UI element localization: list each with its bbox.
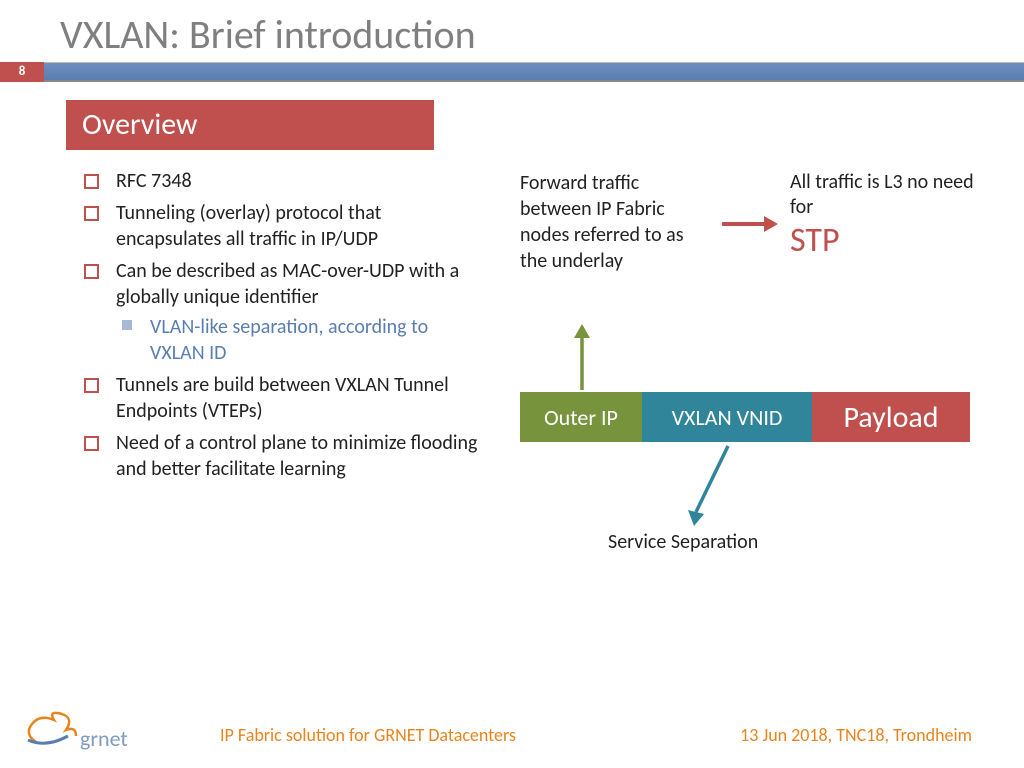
sub-bullet-item: VLAN-like separation, according to VXLAN… bbox=[116, 314, 484, 366]
service-separation-label: Service Separation bbox=[608, 530, 758, 554]
overview-bullets: RFC 7348 Tunneling (overlay) protocol th… bbox=[84, 168, 484, 488]
footer-left: IP Fabric solution for GRNET Datacenters bbox=[220, 724, 516, 746]
grnet-logo: grnet bbox=[18, 706, 188, 758]
slide: VXLAN: Brief introduction 8 Overview RFC… bbox=[0, 0, 1024, 768]
bullet-item: Can be described as MAC-over-UDP with a … bbox=[84, 258, 484, 366]
title-ribbon bbox=[0, 62, 1024, 82]
bullet-item: Need of a control plane to minimize floo… bbox=[84, 430, 484, 482]
logo-text: grnet bbox=[80, 725, 128, 752]
bullet-text: Can be described as MAC-over-UDP with a … bbox=[116, 259, 459, 309]
stp-label: STP bbox=[790, 220, 840, 261]
all-traffic-block: All traffic is L3 no need for STP bbox=[790, 170, 990, 263]
all-traffic-text: All traffic is L3 no need for bbox=[790, 170, 974, 219]
arrow-right-icon bbox=[720, 212, 780, 236]
packet-segment-outer-ip: Outer IP bbox=[520, 392, 642, 442]
arrow-diagonal-icon bbox=[688, 442, 758, 532]
overview-heading: Overview bbox=[66, 100, 434, 150]
packet-segment-payload: Payload bbox=[812, 392, 970, 442]
bullet-item: RFC 7348 bbox=[84, 168, 484, 194]
packet-diagram: Outer IP VXLAN VNID Payload bbox=[520, 392, 970, 442]
page-title: VXLAN: Brief introduction bbox=[60, 10, 476, 59]
bullet-item: Tunneling (overlay) protocol that encaps… bbox=[84, 200, 484, 252]
title-area: VXLAN: Brief introduction bbox=[60, 10, 476, 59]
packet-segment-vnid: VXLAN VNID bbox=[642, 392, 812, 442]
arrow-up-icon bbox=[570, 322, 594, 392]
forward-traffic-text: Forward traffic between IP Fabric nodes … bbox=[520, 170, 710, 274]
page-number-badge: 8 bbox=[0, 62, 44, 82]
footer-right: 13 Jun 2018, TNC18, Trondheim bbox=[740, 724, 972, 746]
bullet-item: Tunnels are build between VXLAN Tunnel E… bbox=[84, 372, 484, 424]
